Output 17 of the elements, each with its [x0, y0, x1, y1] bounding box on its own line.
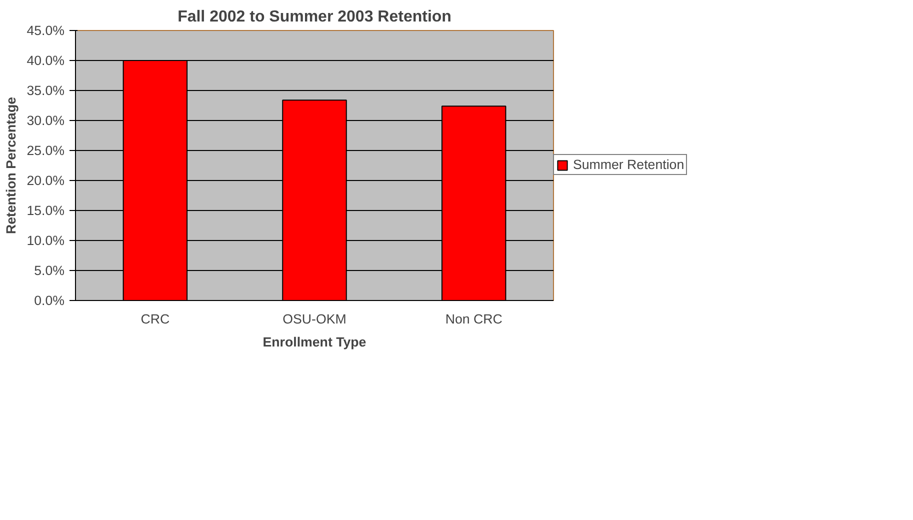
- y-tick-label: 45.0%: [26, 23, 65, 38]
- y-tick-label: 30.0%: [26, 113, 65, 128]
- x-tick-label: Non CRC: [445, 312, 503, 326]
- legend-label: Summer Retention: [573, 157, 684, 172]
- x-tick-label: OSU-OKM: [282, 312, 346, 326]
- x-axis-title: Enrollment Type: [262, 334, 366, 350]
- y-tick-label: 40.0%: [26, 53, 65, 68]
- y-tick-label: 25.0%: [26, 143, 65, 158]
- y-tick-label: 10.0%: [26, 233, 65, 248]
- y-tick-label: 35.0%: [26, 83, 65, 98]
- y-tick-label: 5.0%: [34, 263, 65, 278]
- y-tick-label: 20.0%: [26, 173, 65, 188]
- x-tick-label: CRC: [140, 312, 170, 326]
- y-tick-label: 0.0%: [34, 293, 65, 308]
- y-tick-label: 15.0%: [26, 203, 65, 218]
- chart-title: Fall 2002 to Summer 2003 Retention: [178, 8, 452, 26]
- y-axis-title: Retention Percentage: [4, 96, 19, 234]
